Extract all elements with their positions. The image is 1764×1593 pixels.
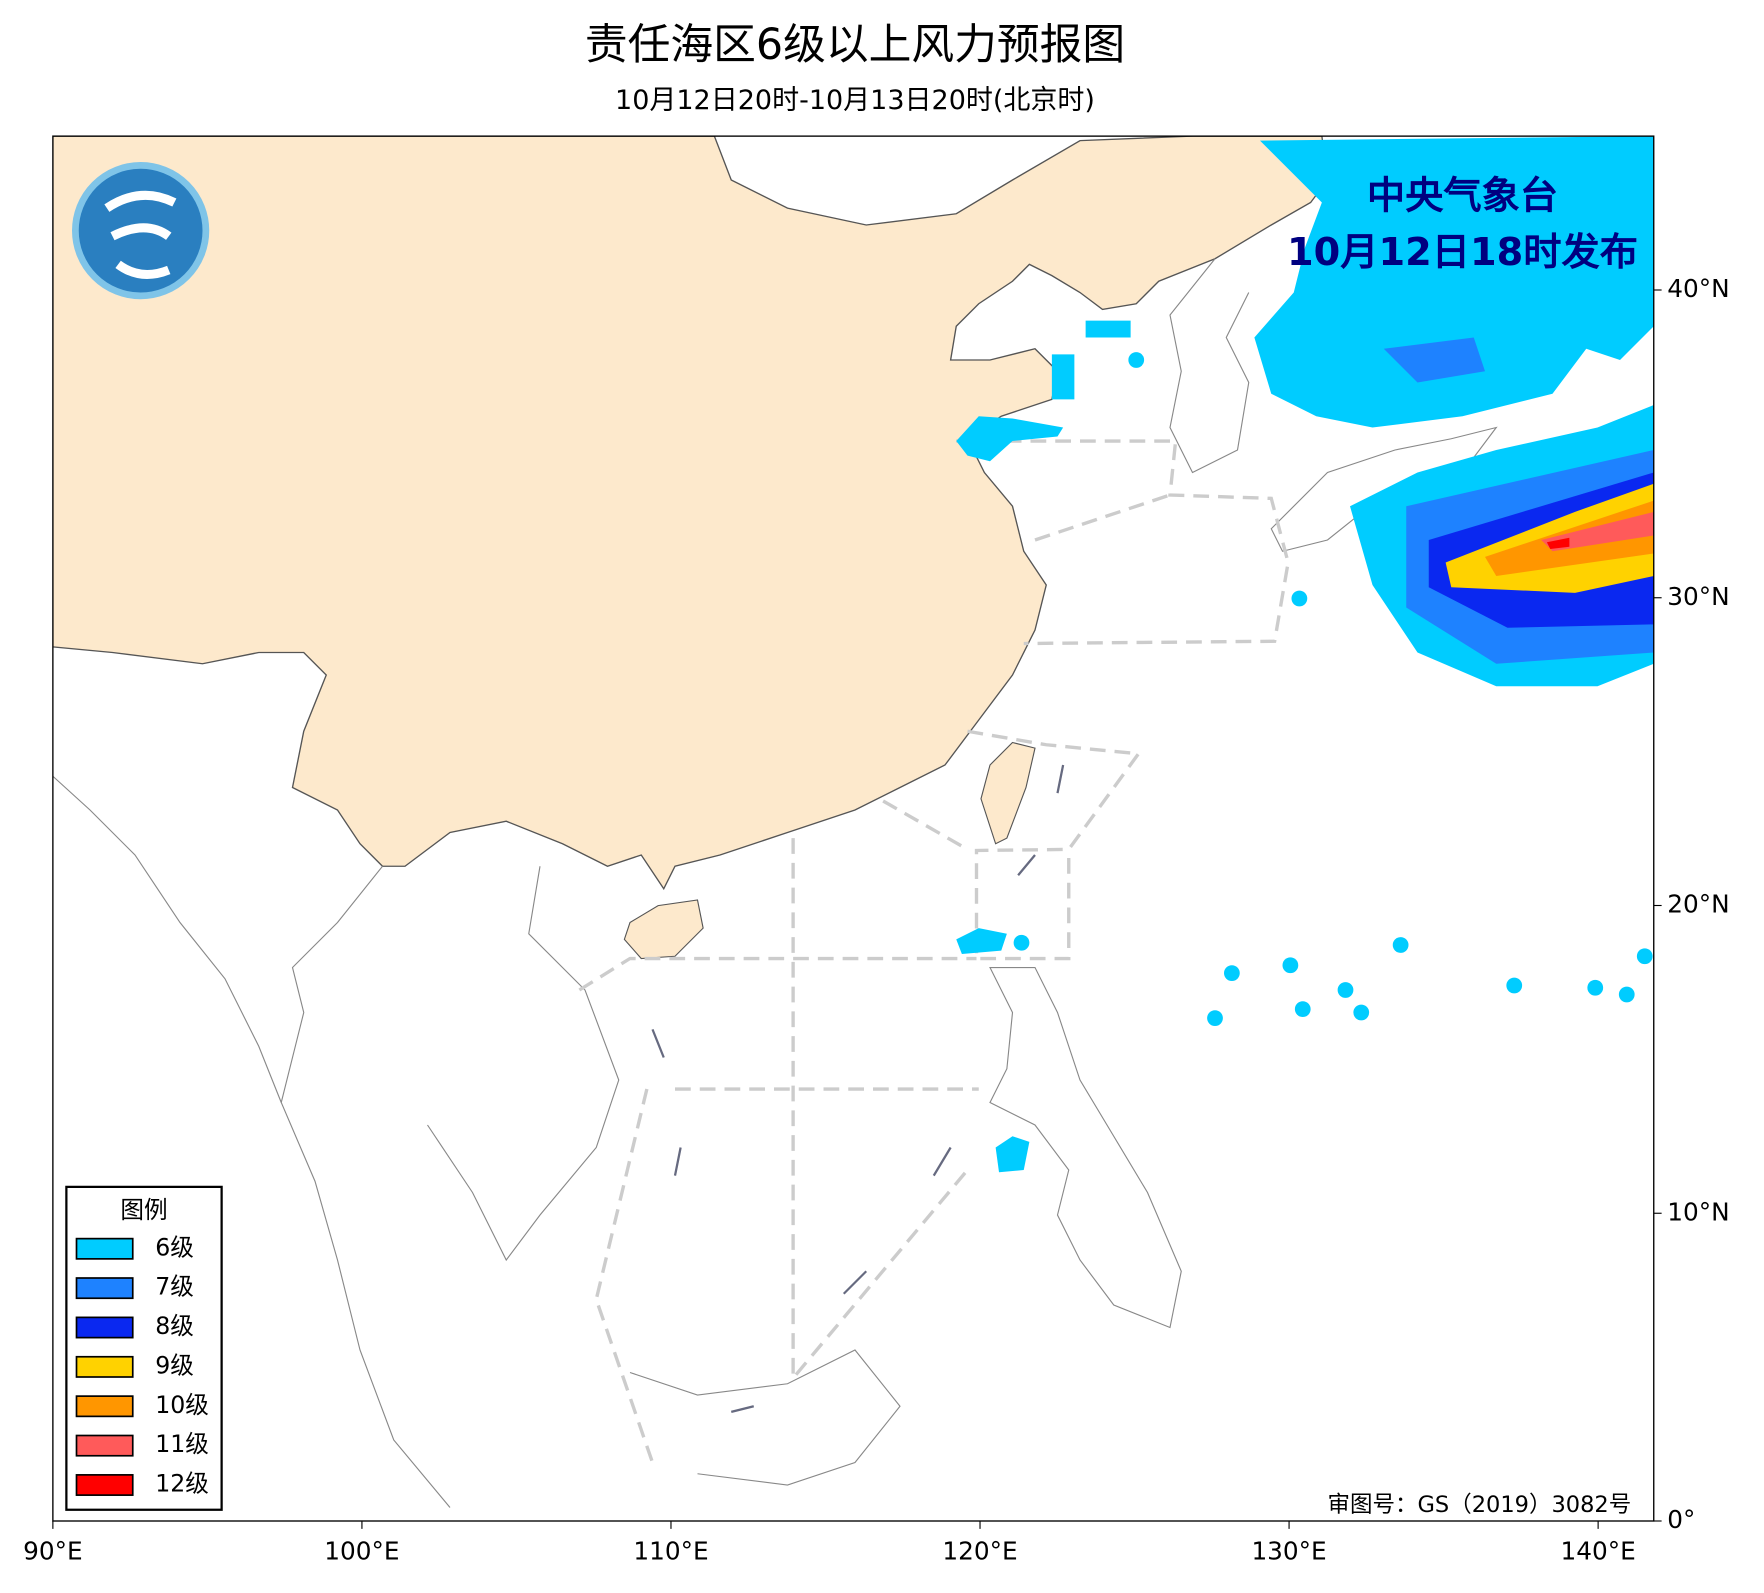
map-area: 中央气象台 10月12日18时发布 审图号：GS（2019）3082号 (52, 136, 1654, 1521)
subtitle: 10月12日20时-10月13日20时(北京时) (615, 85, 1095, 116)
legend-swatch (75, 1237, 134, 1260)
legend-label: 11级 (155, 1430, 209, 1458)
hainan (623, 899, 704, 960)
wind-spot (1207, 1010, 1223, 1026)
legend-label: 10级 (155, 1391, 209, 1419)
axes: 90°E 100°E 110°E 120°E 130°E 140°E 0° 10°N 20°N 3… (23, 274, 1730, 1566)
legend-label: 12级 (155, 1470, 209, 1498)
wind-area (1546, 537, 1570, 549)
wind-spot (1506, 977, 1523, 994)
wind-spot (1587, 979, 1604, 996)
x-tick-label: 140°E (1560, 1537, 1635, 1566)
islands (651, 764, 1065, 1413)
sea-area-boundaries (578, 439, 1290, 1464)
y-tick-label: 20°N (1667, 890, 1729, 919)
wind-spot (1636, 948, 1653, 965)
publisher-name: 中央气象台 (1367, 174, 1558, 219)
wind-area (1383, 337, 1485, 383)
neighbour-outlines (52, 258, 1498, 1508)
wind-spot (1291, 590, 1308, 607)
x-tick-label: 110°E (633, 1537, 708, 1566)
wind-area (956, 416, 1064, 462)
wind-spot (1282, 957, 1299, 974)
legend-title: 图例 (120, 1196, 167, 1224)
legend-box (65, 1185, 223, 1511)
wind-spot (1353, 1004, 1370, 1021)
y-tick-label: 30°N (1667, 582, 1729, 611)
wind-spot (1337, 982, 1354, 998)
wind-spot (1128, 352, 1145, 368)
publisher-issued: 10月12日18时发布 (1287, 230, 1638, 275)
x-tick-label: 90°E (23, 1537, 83, 1566)
logo (72, 162, 210, 300)
map-group: 责任海区6级以上风力预报图 10月12日20时-10月13日20时(北京时) 中… (23, 20, 1730, 1566)
wind-area (1254, 136, 1654, 428)
wind-area (956, 928, 1007, 954)
map-frame (52, 135, 1655, 1522)
legend-label: 9级 (155, 1351, 194, 1379)
wind-area (995, 1136, 1030, 1173)
y-tick-label: 0° (1667, 1505, 1695, 1534)
taiwan (980, 741, 1036, 845)
y-tick-label: 40°N (1667, 274, 1729, 303)
legend-swatch (75, 1316, 134, 1339)
legend-label: 6级 (155, 1233, 194, 1261)
legend-swatch (75, 1277, 134, 1300)
legend: 图例 6级 7级 8级 9级 10级 11级 12级 (65, 1185, 223, 1511)
x-tick-label: 100°E (324, 1537, 399, 1566)
legend-swatch (75, 1474, 134, 1496)
legend-swatch (75, 1434, 134, 1457)
legend-swatch (75, 1395, 134, 1418)
x-tick-label: 130°E (1251, 1537, 1326, 1566)
wind-spot (1224, 965, 1240, 981)
review-number: 审图号：GS（2019）3082号 (1328, 1492, 1632, 1518)
x-tick-label: 120°E (942, 1537, 1017, 1566)
wind-area (1051, 354, 1075, 400)
wind-spot (1013, 934, 1030, 951)
title: 责任海区6级以上风力预报图 (585, 20, 1125, 70)
y-tick-label: 10°N (1667, 1197, 1729, 1226)
wind-spot (1618, 986, 1635, 1003)
wind-spot (1294, 1001, 1311, 1017)
wind-areas (956, 136, 1654, 1173)
legend-swatch (75, 1355, 134, 1378)
wind-area (1085, 320, 1131, 338)
legend-label: 8级 (155, 1312, 194, 1340)
legend-label: 7级 (155, 1273, 194, 1301)
wind-spot (1392, 937, 1409, 953)
